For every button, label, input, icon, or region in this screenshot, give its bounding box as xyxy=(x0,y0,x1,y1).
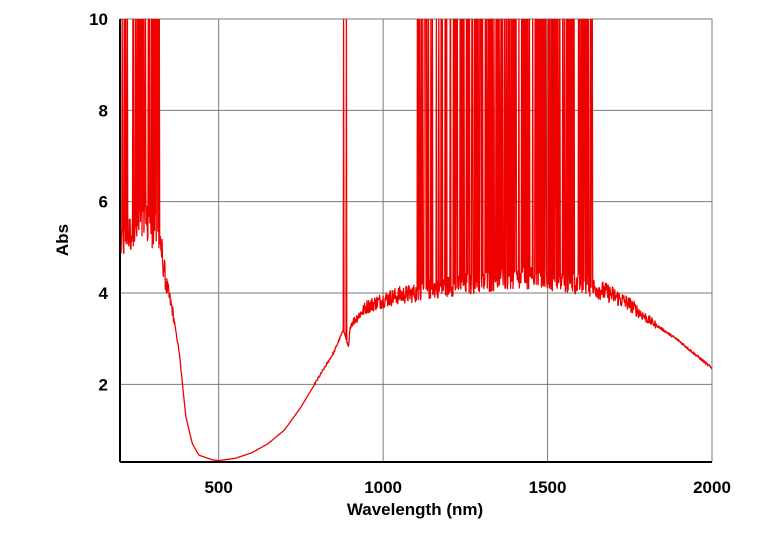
plot-frame xyxy=(119,19,712,463)
x-tick-label: 500 xyxy=(204,478,232,497)
y-tick-label: 4 xyxy=(99,284,109,303)
y-tick-label: 10 xyxy=(89,10,108,29)
x-tick-label: 2000 xyxy=(693,478,731,497)
x-axis-label: Wavelength (nm) xyxy=(347,500,483,519)
x-tick-label: 1000 xyxy=(364,478,402,497)
series-line-absorbance xyxy=(120,19,712,462)
y-tick-label: 2 xyxy=(99,375,108,394)
y-axis-label: Abs xyxy=(53,224,72,256)
x-tick-label: 1500 xyxy=(529,478,567,497)
y-tick-label: 6 xyxy=(99,193,108,212)
tick-labels: 500 1000 1500 2000 2 4 6 8 10 xyxy=(89,10,731,497)
y-tick-label: 8 xyxy=(99,101,108,120)
series-layer xyxy=(120,19,712,462)
grid xyxy=(120,18,713,462)
